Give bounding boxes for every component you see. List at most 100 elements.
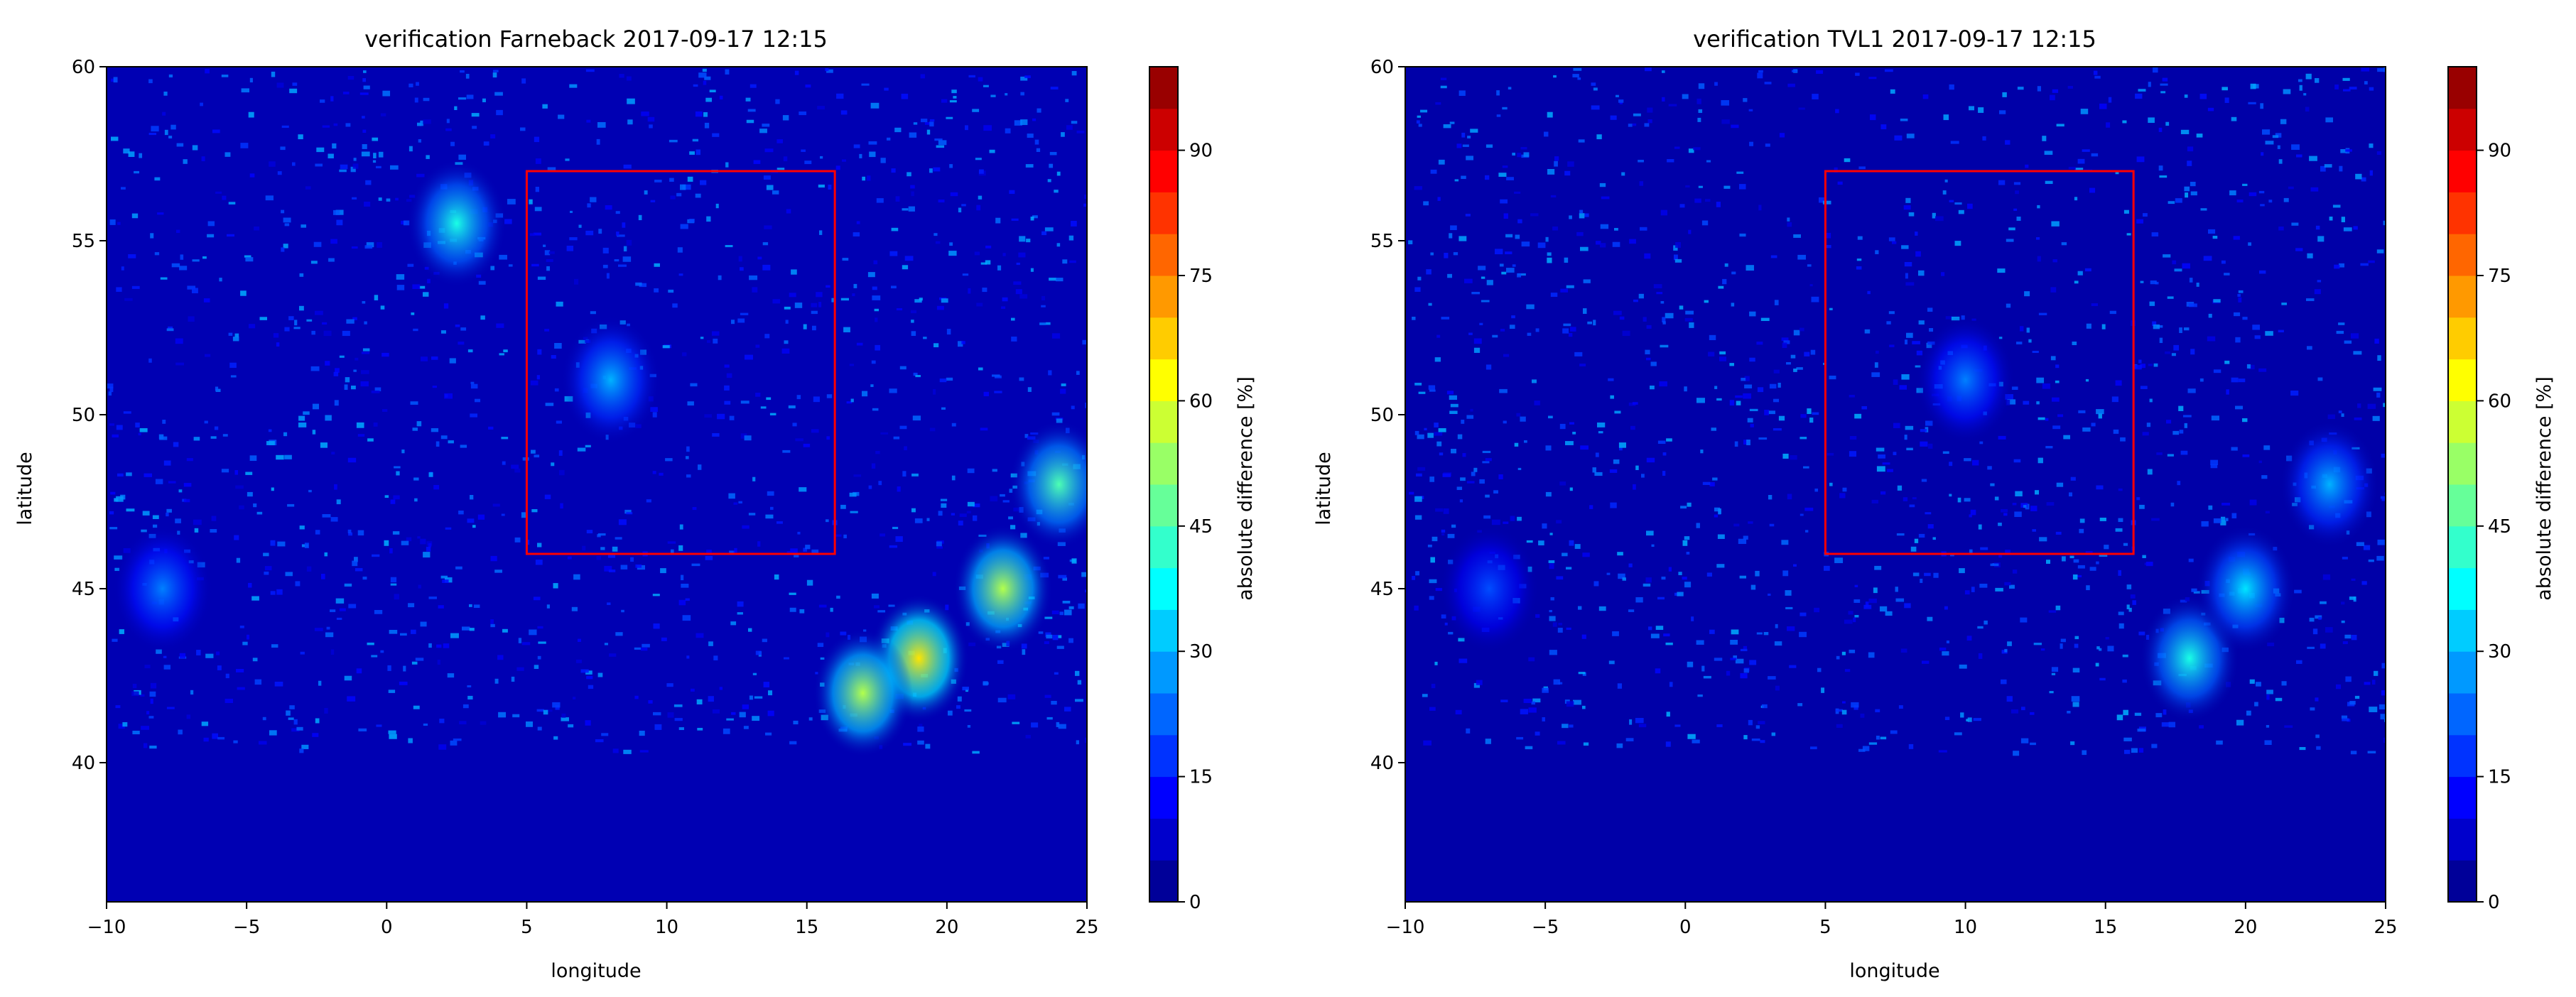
y-tick-label: 55 bbox=[72, 231, 95, 252]
colorbar-segment bbox=[2448, 693, 2477, 736]
x-tick-label: 20 bbox=[2234, 917, 2257, 938]
colorbar-segment bbox=[2448, 401, 2477, 443]
colorbar-segment bbox=[2448, 567, 2477, 610]
x-tick-label: 10 bbox=[1954, 917, 1977, 938]
x-tick-label: 25 bbox=[1075, 917, 1098, 938]
colorbar-segment bbox=[1149, 234, 1178, 276]
y-tick-label: 50 bbox=[72, 405, 95, 426]
colorbar-segment bbox=[1149, 860, 1178, 903]
heatmap-texture bbox=[1408, 67, 2386, 756]
colorbar-segment bbox=[1149, 359, 1178, 401]
x-tick-label: 0 bbox=[1679, 917, 1692, 938]
colorbar-segment bbox=[2448, 860, 2477, 903]
colorbar-segment bbox=[1149, 401, 1178, 443]
y-tick-label: 60 bbox=[1370, 57, 1394, 78]
colorbar-segment bbox=[2448, 484, 2477, 527]
colorbar-segment bbox=[2448, 609, 2477, 652]
colorbar-tick-label: 90 bbox=[2488, 141, 2511, 162]
colorbar-segment bbox=[2448, 150, 2477, 192]
plot-frame bbox=[106, 66, 1088, 903]
colorbar-segment bbox=[2448, 651, 2477, 694]
colorbar-segment bbox=[1149, 150, 1178, 192]
colorbar-segment bbox=[2448, 317, 2477, 360]
x-tick-label: 5 bbox=[521, 917, 533, 938]
heatmap-background bbox=[1405, 67, 2386, 902]
colorbar-tick-label: 15 bbox=[1189, 767, 1213, 788]
heatmap-hotspot bbox=[406, 159, 507, 288]
heatmap-hotspot bbox=[1439, 525, 1539, 653]
x-tick-label: −10 bbox=[87, 917, 126, 938]
colorbar-tick-label: 60 bbox=[2488, 391, 2511, 412]
y-tick-label: 60 bbox=[72, 57, 95, 78]
colorbar-tick-label: 60 bbox=[1189, 391, 1213, 412]
colorbar-segment bbox=[1149, 651, 1178, 694]
heatmap-hotspot bbox=[2195, 525, 2295, 653]
heatmap-hotspot bbox=[1009, 420, 1087, 548]
plot-frame bbox=[1405, 66, 2386, 903]
colorbar-tick-label: 45 bbox=[2488, 516, 2511, 538]
heatmap-hotspot bbox=[953, 525, 1053, 653]
colorbar-segment bbox=[1149, 484, 1178, 527]
chart-panel-farneback: verification Farneback 2017-09-17 12:15 … bbox=[14, 26, 1257, 982]
colorbar-segment bbox=[2448, 525, 2477, 569]
colorbar-tick-label: 75 bbox=[1189, 266, 1213, 287]
colorbar-frame bbox=[2447, 66, 2477, 903]
y-tick-label: 55 bbox=[1370, 231, 1394, 252]
colorbar-segment bbox=[1149, 108, 1178, 151]
x-tick-label: −5 bbox=[1532, 917, 1559, 938]
heatmap-hotspot bbox=[561, 316, 661, 444]
heatmap-hotspot bbox=[813, 629, 913, 757]
y-tick-label: 40 bbox=[72, 753, 95, 774]
region-box bbox=[1824, 170, 2135, 555]
colorbar-label: absolute difference [%] bbox=[2533, 376, 2555, 601]
colorbar-segment bbox=[2448, 67, 2477, 109]
colorbar-segment bbox=[1149, 734, 1178, 778]
x-tick-label: 0 bbox=[381, 917, 393, 938]
heatmap-hotspot bbox=[112, 525, 212, 653]
y-axis-label: latitude bbox=[14, 452, 36, 525]
y-tick-label: 45 bbox=[1370, 579, 1394, 600]
colorbar-segment bbox=[1149, 525, 1178, 569]
colorbar-segment bbox=[1149, 276, 1178, 318]
chart-title: verification Farneback 2017-09-17 12:15 bbox=[364, 26, 828, 53]
colorbar-segment bbox=[1149, 67, 1178, 109]
colorbar-tick-label: 45 bbox=[1189, 516, 1213, 538]
x-tick-label: 5 bbox=[1819, 917, 1831, 938]
colorbar-segment bbox=[2448, 192, 2477, 234]
region-box bbox=[525, 170, 836, 555]
x-tick-label: −5 bbox=[233, 917, 260, 938]
colorbar-segment bbox=[1149, 776, 1178, 819]
y-tick-label: 50 bbox=[1370, 405, 1394, 426]
colorbar-frame bbox=[1149, 66, 1179, 903]
colorbar-segment bbox=[1149, 192, 1178, 234]
colorbar-tick-label: 30 bbox=[2488, 641, 2511, 663]
heatmap-background bbox=[107, 67, 1087, 902]
x-tick-label: 15 bbox=[795, 917, 818, 938]
x-tick-label: 15 bbox=[2094, 917, 2117, 938]
y-tick-label: 45 bbox=[72, 579, 95, 600]
chart-title: verification TVL1 2017-09-17 12:15 bbox=[1693, 26, 2096, 53]
colorbar-tick-label: 15 bbox=[2488, 767, 2511, 788]
x-tick-label: 10 bbox=[655, 917, 678, 938]
heatmap-hotspot bbox=[2280, 420, 2380, 548]
colorbar-segment bbox=[2448, 234, 2477, 276]
colorbar-segment bbox=[2448, 442, 2477, 485]
y-tick-label: 40 bbox=[1370, 753, 1394, 774]
colorbar-segment bbox=[2448, 818, 2477, 861]
colorbar-segment bbox=[1149, 693, 1178, 736]
colorbar-segment bbox=[1149, 818, 1178, 861]
colorbar-tick-label: 30 bbox=[1189, 641, 1213, 663]
colorbar-segment bbox=[2448, 359, 2477, 401]
colorbar-tick-label: 75 bbox=[2488, 266, 2511, 287]
colorbar-tick-label: 0 bbox=[2488, 892, 2500, 913]
colorbar-segment bbox=[1149, 317, 1178, 360]
x-tick-label: −10 bbox=[1386, 917, 1425, 938]
colorbar-segment bbox=[1149, 567, 1178, 610]
colorbar-tick-label: 0 bbox=[1189, 892, 1201, 913]
colorbar-segment bbox=[1149, 442, 1178, 485]
colorbar-segment bbox=[2448, 734, 2477, 778]
x-tick-label: 25 bbox=[2374, 917, 2397, 938]
x-axis-label: longitude bbox=[551, 960, 641, 982]
x-tick-label: 20 bbox=[935, 917, 958, 938]
